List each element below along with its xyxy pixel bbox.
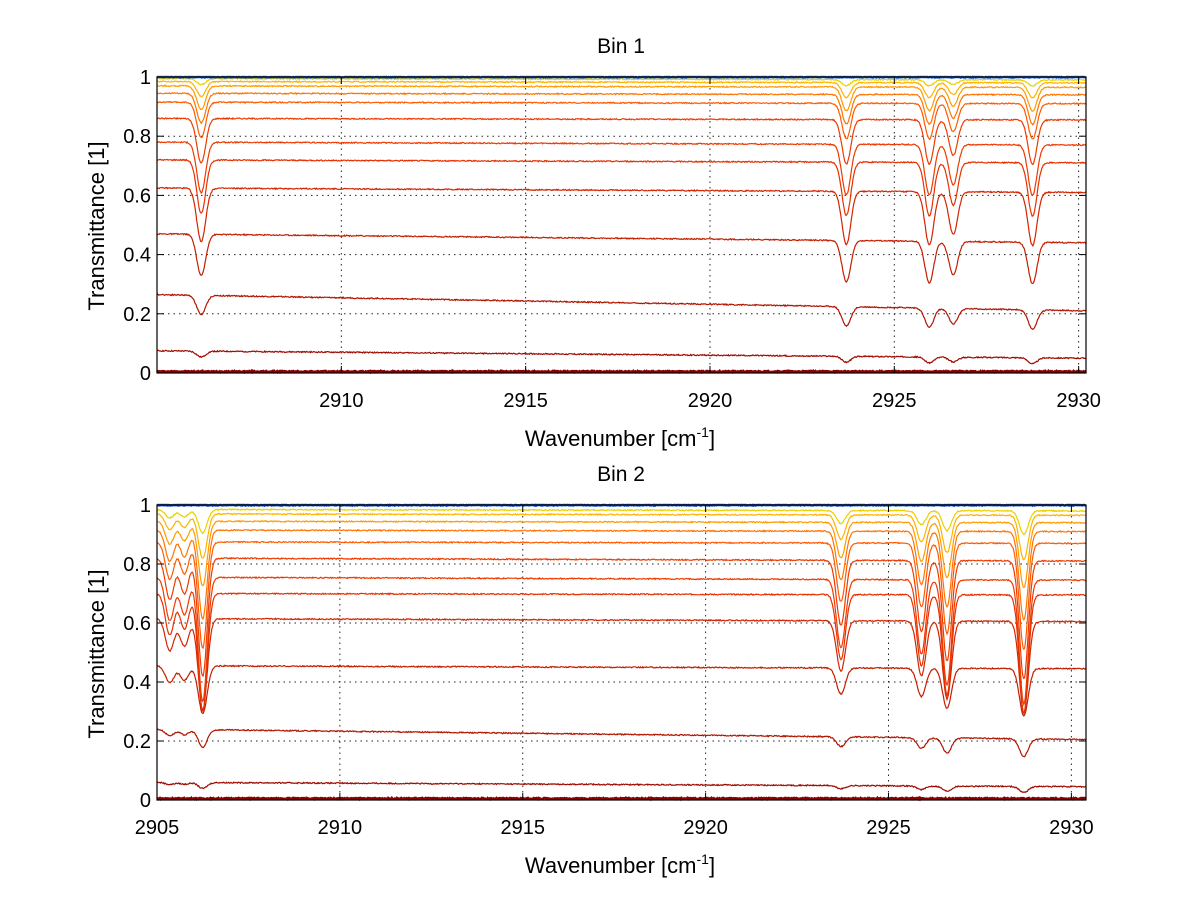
chart-bin-1: Bin 1 2910 2915 2920 2925 2930 0 0.2 0.4 0.6 0.8 1… <box>84 35 1101 451</box>
y-tick-label: 0.4 <box>123 245 151 267</box>
series-line <box>156 795 1087 802</box>
x-tick-label: 2910 <box>319 390 364 412</box>
series-line <box>156 117 1087 166</box>
chart-bin-2: Bin 2 2905 2910 2915 2920 2925 2930 0 0.2 0.4 0.6… <box>84 463 1094 878</box>
x-axis-label-end: ] <box>709 426 715 451</box>
series-line <box>156 781 1087 794</box>
x-axis-label-superscript: -1 <box>697 851 710 867</box>
y-tick-label: 0 <box>140 790 151 812</box>
series-line <box>156 528 1087 621</box>
x-axis-label-text: Wavenumber [cm <box>525 426 697 451</box>
series-line <box>156 293 1087 331</box>
series-line <box>156 576 1087 707</box>
x-axis-label-end: ] <box>709 853 715 878</box>
series-line <box>156 728 1087 758</box>
x-tick-label: 2910 <box>318 817 363 839</box>
x-tick-label: 2920 <box>688 390 733 412</box>
series-line <box>156 507 1087 536</box>
series-line <box>156 617 1087 715</box>
y-tick-label: 0.8 <box>123 126 151 148</box>
y-tick-label: 0.6 <box>123 185 151 207</box>
chart-title: Bin 1 <box>597 35 645 58</box>
series-line <box>156 100 1087 141</box>
y-axis-label: Transmittance [1] <box>84 569 109 738</box>
x-tick-label: 2915 <box>503 390 548 412</box>
x-tick-label: 2915 <box>500 817 545 839</box>
series-line <box>156 80 1087 99</box>
plot-frame <box>156 76 1087 374</box>
x-axis-label-superscript: -1 <box>697 424 710 440</box>
y-tick-label: 1 <box>140 495 151 517</box>
x-tick-label: 2930 <box>1049 817 1094 839</box>
x-tick-label: 2925 <box>866 817 911 839</box>
y-tick-label: 0.4 <box>123 672 151 694</box>
y-tick-label: 0.2 <box>123 304 151 326</box>
y-tick-label: 0 <box>140 363 151 385</box>
series-line <box>156 91 1087 126</box>
series-line <box>156 232 1087 285</box>
chart-title: Bin 2 <box>597 463 645 486</box>
series-line <box>157 519 1087 589</box>
series-line <box>156 368 1086 375</box>
y-tick-label: 0.2 <box>123 731 151 753</box>
y-tick-label: 0.6 <box>123 613 151 635</box>
plot-frame <box>156 504 1087 801</box>
series-line <box>156 158 1087 218</box>
y-tick-label: 0.8 <box>123 554 151 576</box>
series-line <box>156 557 1087 680</box>
series-line <box>156 349 1087 365</box>
y-tick-label: 1 <box>140 67 151 89</box>
series-line <box>156 540 1087 651</box>
x-axis-label-text: Wavenumber [cm <box>525 853 697 878</box>
x-tick-label: 2905 <box>135 817 180 839</box>
x-axis-label: Wavenumber [cm-1] <box>525 851 715 878</box>
series-line <box>156 186 1087 248</box>
x-tick-label: 2920 <box>683 817 728 839</box>
series-line <box>156 84 1087 113</box>
x-tick-label: 2930 <box>1056 390 1101 412</box>
series-line <box>156 512 1087 561</box>
series-line <box>156 592 1087 715</box>
series-line <box>156 664 1087 717</box>
series-line <box>157 140 1087 197</box>
y-axis-label: Transmittance [1] <box>84 141 109 310</box>
x-axis-label: Wavenumber [cm-1] <box>525 424 715 451</box>
x-tick-label: 2925 <box>872 390 917 412</box>
